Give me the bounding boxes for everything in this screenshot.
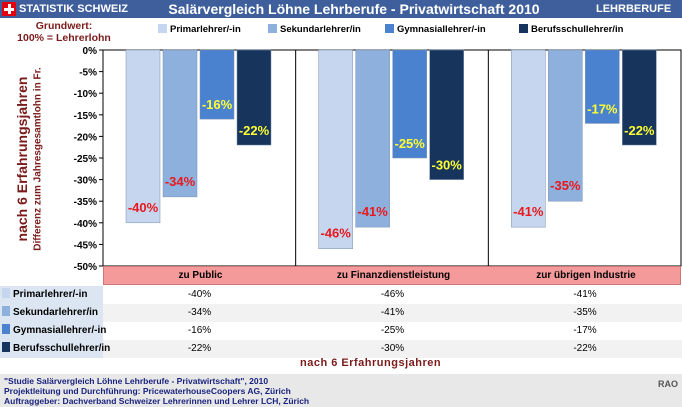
legend-item-berufsschul: Berufsschullehrer/in xyxy=(519,24,623,36)
table-cell: -16% xyxy=(187,325,212,336)
y-tick-label: -35% xyxy=(74,197,97,208)
data-label: -35% xyxy=(550,178,581,193)
brand-label: STATISTIK SCHWEIZ xyxy=(19,3,128,15)
bar xyxy=(318,49,353,249)
header-banner: STATISTIK SCHWEIZ Salärvergleich Löhne L… xyxy=(0,0,682,18)
row-swatch xyxy=(2,324,10,334)
footer: "Studie Salärvergleich Löhne Lehrberufe … xyxy=(0,374,682,407)
legend-item-gymnasial: Gymnasiallehrer/-in xyxy=(385,24,486,36)
bar xyxy=(585,49,620,124)
plot-area xyxy=(102,49,682,267)
table-cell: -40% xyxy=(187,289,212,300)
data-label: -22% xyxy=(239,123,270,138)
table-row: Primarlehrer/-in -40% -46% -41% xyxy=(0,286,682,304)
y-tick-label: -40% xyxy=(74,219,97,230)
grundwert-note: Grundwert: 100% = Lehrerlohn xyxy=(4,20,124,44)
row-label: Gymnasiallehrer/-in xyxy=(13,325,107,336)
y-tick-label: 0% xyxy=(83,46,98,57)
row-swatch xyxy=(2,342,10,352)
table-cell: -30% xyxy=(380,343,405,354)
swiss-flag-icon xyxy=(2,2,16,16)
footer-mark: RAO xyxy=(658,379,678,389)
table-cell: -34% xyxy=(187,307,212,318)
bar xyxy=(125,49,161,224)
data-label: -41% xyxy=(357,204,388,219)
data-label: -41% xyxy=(513,204,544,219)
legend-label: Sekundarlehrer/in xyxy=(280,24,361,35)
legend-swatch xyxy=(519,24,528,33)
y-tick-label: -25% xyxy=(74,154,97,165)
row-header: Sekundarlehrer/in xyxy=(0,304,103,322)
section-label: LEHRBERUFE xyxy=(596,3,672,15)
y-tick-label: -20% xyxy=(74,132,97,143)
x-axis-title: nach 6 Erfahrungsjahren xyxy=(300,357,442,369)
row-header: Primarlehrer/-in xyxy=(0,286,103,304)
footer-client: Auftraggeber: Dachverband Schweizer Lehr… xyxy=(4,396,310,406)
category-row: zu Public zu Finanzdienstleistung zur üb… xyxy=(103,266,681,285)
data-label: -30% xyxy=(431,158,462,173)
legend-swatch xyxy=(268,24,277,33)
y-tick-label: -30% xyxy=(74,176,97,187)
table-row: Sekundarlehrer/in -34% -41% -35% xyxy=(0,304,682,322)
table-cell: -25% xyxy=(380,325,405,336)
table-cell: -22% xyxy=(187,343,212,354)
table-row: Berufsschullehrer/in -22% -30% -22% xyxy=(0,340,682,358)
row-header: Berufsschullehrer/in xyxy=(0,340,110,358)
bar xyxy=(511,49,546,228)
y-tick-label: -10% xyxy=(74,89,97,100)
legend-label: Gymnasiallehrer/-in xyxy=(397,24,486,35)
table-cell: -17% xyxy=(573,325,597,336)
y-tick-label: -5% xyxy=(79,68,97,79)
legend-swatch xyxy=(158,24,167,33)
table-cell: -41% xyxy=(573,289,597,300)
bar xyxy=(429,49,464,180)
bar xyxy=(355,49,390,228)
bar xyxy=(548,49,583,202)
row-swatch xyxy=(2,288,10,298)
data-label: -16% xyxy=(202,97,233,112)
bar xyxy=(236,49,272,146)
data-label: -22% xyxy=(624,123,655,138)
row-label: Primarlehrer/-in xyxy=(13,289,88,300)
table-row: Gymnasiallehrer/-in -16% -25% -17% xyxy=(0,322,682,340)
bar xyxy=(199,49,235,120)
legend-label: Berufsschullehrer/in xyxy=(531,24,624,35)
footer-source: "Studie Salärvergleich Löhne Lehrberufe … xyxy=(4,376,269,386)
data-label: -17% xyxy=(587,101,618,116)
data-label: -46% xyxy=(320,226,351,241)
grundwert-line2: 100% = Lehrerlohn xyxy=(17,32,111,44)
table-cell: -35% xyxy=(573,307,597,318)
row-label: Berufsschullehrer/in xyxy=(13,343,111,354)
data-label: -34% xyxy=(165,174,196,189)
grundwert-line1: Grundwert: xyxy=(35,20,93,32)
bar xyxy=(162,49,198,198)
data-label: -25% xyxy=(394,136,425,151)
legend-label: Primarlehrer/-in xyxy=(170,24,241,35)
legend-item-primar: Primarlehrer/-in xyxy=(158,24,241,36)
y-tick-label: -45% xyxy=(74,240,97,251)
bar xyxy=(622,49,657,146)
footer-project: Projektleitung und Durchführung: Pricewa… xyxy=(4,386,291,396)
category-label: zu Finanzdienstleistung xyxy=(336,270,451,281)
category-label: zu Public xyxy=(178,270,223,281)
y-tick-label: -15% xyxy=(74,111,97,122)
table-cell: -22% xyxy=(573,343,597,354)
bar-chart: 0% -5% -10% -15% -20% -25% -30% -35% -40% -45% -50… xyxy=(74,46,682,273)
bar xyxy=(392,49,427,159)
y-tick-label: -50% xyxy=(74,262,97,273)
row-swatch xyxy=(2,306,10,316)
row-label: Sekundarlehrer/in xyxy=(13,307,99,318)
legend-item-sekundar: Sekundarlehrer/in xyxy=(268,24,361,36)
category-label: zur übrigen Industrie xyxy=(536,270,636,281)
row-header: Gymnasiallehrer/-in xyxy=(0,322,107,340)
legend-swatch xyxy=(385,24,394,33)
data-label: -40% xyxy=(128,200,159,215)
table-cell: -46% xyxy=(380,289,405,300)
table-cell: -41% xyxy=(380,307,405,318)
chart-title: Salärvergleich Löhne Lehrberufe - Privat… xyxy=(168,1,540,17)
